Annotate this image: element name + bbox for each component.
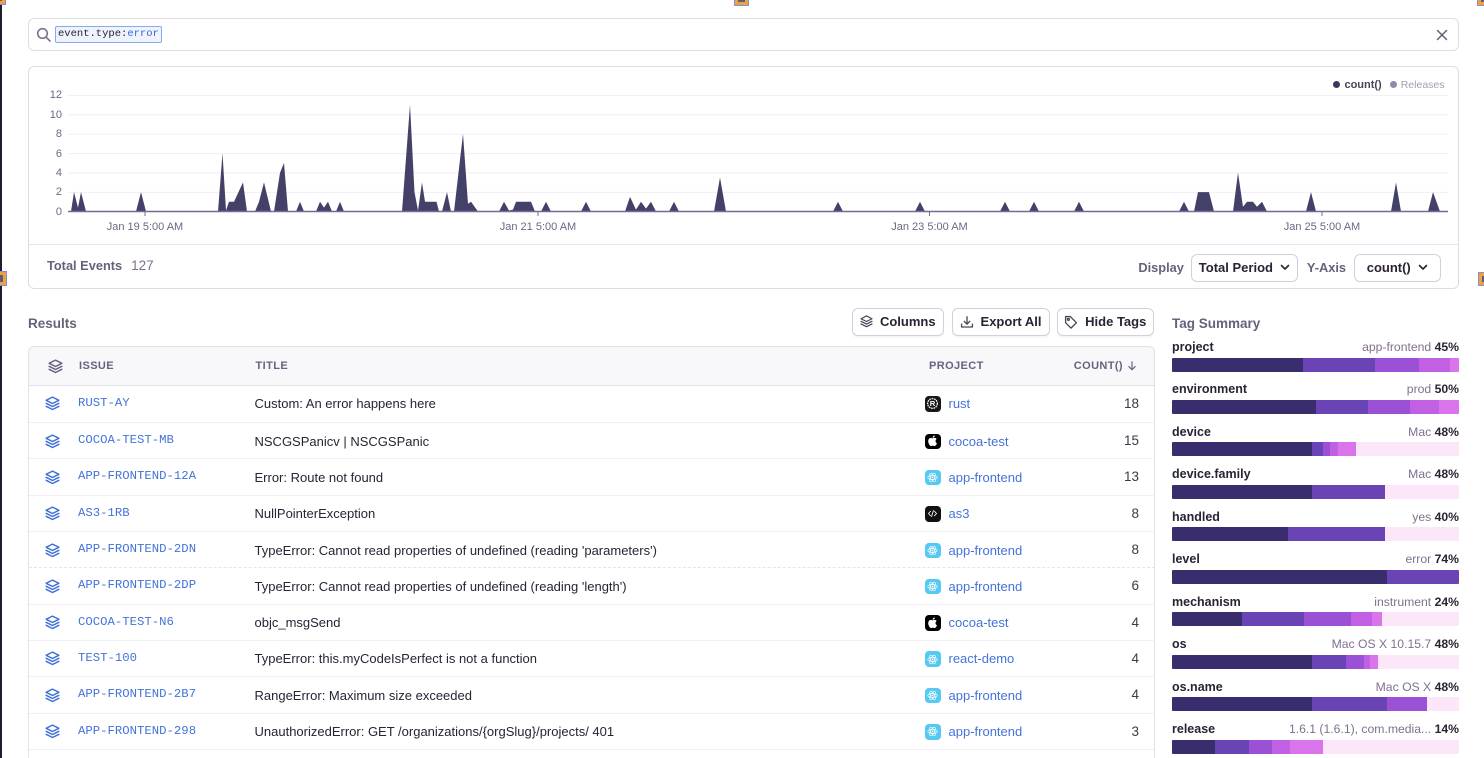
svg-text:R: R xyxy=(930,400,936,409)
